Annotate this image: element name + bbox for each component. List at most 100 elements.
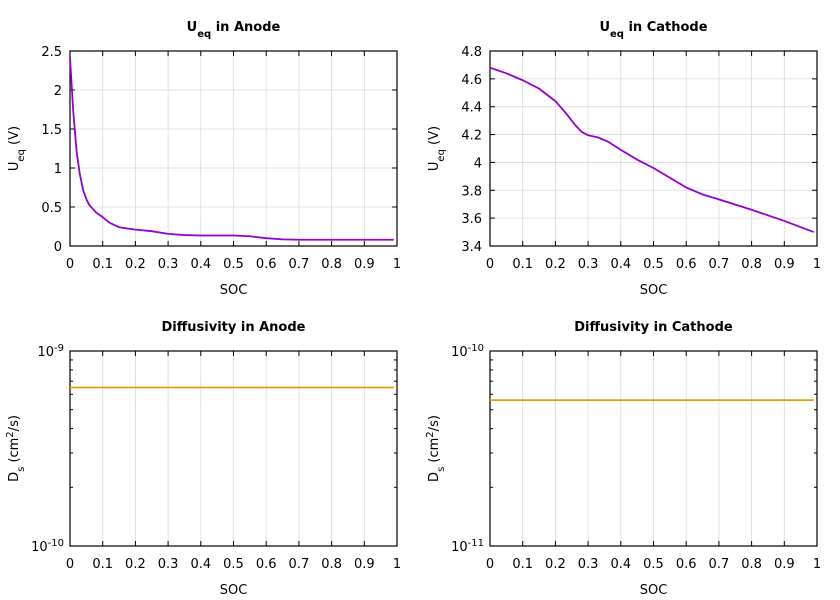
plot-frame xyxy=(69,350,398,547)
y-tick-base: 10 xyxy=(31,540,48,555)
y-tick-label: 4.4 xyxy=(461,101,482,116)
plot-frame xyxy=(69,50,398,247)
x-tick-label: 0 xyxy=(486,557,494,572)
chart-panel-4: 0 0.1 0.2 0.3 0.4 0.5 0.6 0.7 0.8 0.9 110-1110-10D… xyxy=(425,320,822,598)
x-axis-label: SOC xyxy=(220,583,248,598)
y-tick-exponent: -11 xyxy=(468,538,484,549)
y-axis-label-sub: s xyxy=(436,467,447,472)
x-tick-label: 0.9 xyxy=(354,257,375,272)
x-tick-label: 0 xyxy=(486,257,494,272)
x-tick-label: 0.2 xyxy=(125,257,146,272)
x-tick-label: 0.2 xyxy=(545,557,566,572)
chart-title: Ueq in Cathode xyxy=(599,20,707,40)
x-tick-label: 1 xyxy=(393,557,401,572)
chart-title-main: U xyxy=(187,20,198,35)
chart-title-rest: in Cathode xyxy=(624,20,708,35)
y-axis-label: Ds (cm2/s) xyxy=(425,415,447,482)
y-tick-label: 1.5 xyxy=(41,123,62,138)
x-axis-label: SOC xyxy=(640,583,668,598)
y-tick-label: 3.8 xyxy=(461,184,482,199)
x-tick-label: 0.4 xyxy=(190,257,211,272)
y-tick-label: 10-10 xyxy=(451,343,484,361)
y-axis-label-pre-sup: (cm xyxy=(7,438,22,467)
x-tick-label: 0.7 xyxy=(709,257,730,272)
y-tick-exponent: -10 xyxy=(468,343,484,354)
chart-title-main: U xyxy=(599,20,610,35)
x-tick-label: 0.5 xyxy=(643,257,664,272)
chart-title-rest: in Anode xyxy=(211,20,280,35)
y-axis-label-sub: eq xyxy=(436,149,447,162)
y-axis-label: Ds (cm2/s) xyxy=(5,415,27,482)
chart-title-sub: eq xyxy=(197,29,211,40)
y-axis-label-pre-sup: (cm xyxy=(427,438,442,467)
x-tick-label: 0.7 xyxy=(289,257,310,272)
y-axis-label-main: D xyxy=(427,472,442,482)
x-tick-label: 0.1 xyxy=(92,257,113,272)
y-axis-label: Ueq (V) xyxy=(427,126,447,171)
y-tick-label: 10-10 xyxy=(31,538,64,556)
y-tick-label: 0 xyxy=(54,240,62,255)
x-axis-label: SOC xyxy=(220,283,248,298)
x-tick-label: 0 xyxy=(66,557,74,572)
x-tick-label: 0.2 xyxy=(125,557,146,572)
x-tick-label: 0.8 xyxy=(321,257,342,272)
y-tick-base: 10 xyxy=(451,540,468,555)
x-tick-label: 0.6 xyxy=(676,557,697,572)
x-tick-label: 0.8 xyxy=(741,257,762,272)
x-tick-label: 0.2 xyxy=(545,257,566,272)
x-tick-label: 0.4 xyxy=(610,257,631,272)
y-tick-label: 3.4 xyxy=(461,240,482,255)
x-tick-label: 0.3 xyxy=(578,257,599,272)
x-tick-label: 0.6 xyxy=(676,257,697,272)
y-tick-label: 4 xyxy=(474,156,482,171)
y-axis-label-rest: (V) xyxy=(427,126,442,149)
chart-title: Diffusivity in Anode xyxy=(162,320,306,335)
y-tick-label: 1 xyxy=(54,162,62,177)
x-tick-label: 0 xyxy=(66,257,74,272)
y-axis-label-rest: (V) xyxy=(7,126,22,149)
y-axis-label-main: U xyxy=(427,162,442,172)
chart-panel-3: 0 0.1 0.2 0.3 0.4 0.5 0.6 0.7 0.8 0.9 110-1010-9Di… xyxy=(5,320,402,598)
y-tick-base: 10 xyxy=(37,345,54,360)
chart-panel-2: 0 0.1 0.2 0.3 0.4 0.5 0.6 0.7 0.8 0.9 1 3.4 3.6 3.8 4 4… xyxy=(427,20,821,298)
x-axis-label: SOC xyxy=(640,283,668,298)
x-tick-label: 0.7 xyxy=(289,557,310,572)
x-tick-label: 0.5 xyxy=(223,557,244,572)
x-tick-label: 1 xyxy=(813,557,821,572)
x-tick-label: 0.3 xyxy=(158,257,179,272)
y-tick-label: 3.6 xyxy=(461,212,482,227)
x-tick-label: 0.6 xyxy=(256,557,277,572)
y-axis-label: Ueq (V) xyxy=(7,126,27,171)
x-tick-label: 0.9 xyxy=(354,557,375,572)
y-axis-label-sup: 2 xyxy=(5,431,16,437)
plot-frame xyxy=(489,50,818,247)
x-tick-label: 0.4 xyxy=(610,557,631,572)
y-axis-label-sub: eq xyxy=(16,149,27,162)
y-axis-label-rest: /s) xyxy=(427,415,442,431)
x-tick-label: 0.6 xyxy=(256,257,277,272)
y-tick-label: 4.2 xyxy=(461,129,482,144)
x-tick-label: 0.1 xyxy=(92,557,113,572)
x-tick-label: 1 xyxy=(813,257,821,272)
x-tick-label: 0.7 xyxy=(709,557,730,572)
x-tick-label: 0.1 xyxy=(512,257,533,272)
x-tick-label: 0.5 xyxy=(643,557,664,572)
y-axis-label-rest: /s) xyxy=(7,415,22,431)
y-axis-label-sub: s xyxy=(16,467,27,472)
y-axis-label-main: D xyxy=(7,472,22,482)
y-tick-base: 10 xyxy=(451,345,468,360)
y-tick-label: 2 xyxy=(54,84,62,99)
y-tick-label: 10-9 xyxy=(37,343,64,361)
x-tick-label: 0.5 xyxy=(223,257,244,272)
y-tick-label: 10-11 xyxy=(451,538,484,556)
y-axis-label-main: U xyxy=(7,162,22,172)
chart-panel-1: 0 0.1 0.2 0.3 0.4 0.5 0.6 0.7 0.8 0.9 1 0 0.5 1 1.5 2 2.… xyxy=(7,20,401,298)
chart-title: Diffusivity in Cathode xyxy=(574,320,733,335)
series-line-1 xyxy=(489,66,815,233)
y-tick-label: 2.5 xyxy=(41,45,62,60)
y-axis-label-sup: 2 xyxy=(425,431,436,437)
y-tick-label: 4.6 xyxy=(461,73,482,88)
chart-title: Ueq in Anode xyxy=(187,20,281,40)
y-tick-exponent: -10 xyxy=(48,538,64,549)
